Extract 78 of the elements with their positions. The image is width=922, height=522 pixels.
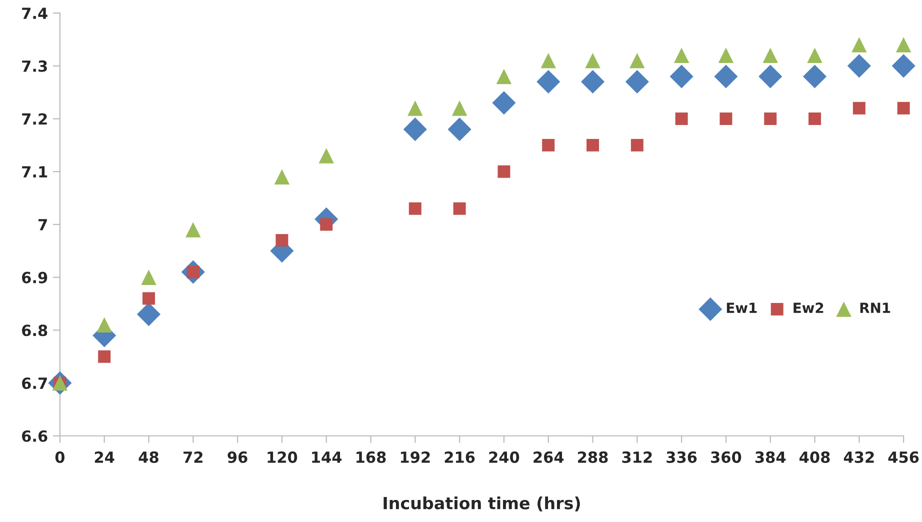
- point: [847, 54, 871, 78]
- y-tick-label: 6.6: [22, 430, 48, 442]
- point: [452, 100, 468, 116]
- point: [542, 138, 555, 152]
- point: [274, 169, 290, 185]
- point: [448, 118, 472, 142]
- x-tick-label: 144: [312, 452, 342, 463]
- point: [807, 48, 822, 63]
- point: [718, 48, 734, 63]
- y-tick-label: 7.2: [22, 113, 47, 125]
- x-tick-label: 432: [844, 451, 874, 463]
- point: [762, 48, 778, 63]
- point: [453, 202, 466, 215]
- point: [808, 112, 822, 126]
- x-tick-label: 288: [578, 451, 608, 463]
- x-tick-label: 408: [800, 451, 830, 463]
- legend-label: RN1: [860, 302, 890, 313]
- point: [403, 118, 427, 142]
- x-tick-label: 96: [228, 451, 248, 463]
- x-tick-label: 72: [184, 451, 202, 463]
- legend-label: Ew1: [726, 302, 757, 313]
- point: [586, 138, 599, 152]
- point: [408, 202, 422, 215]
- x-tick-label: 384: [755, 451, 786, 463]
- x-axis-title: Incubation time (hrs): [384, 496, 580, 512]
- point: [496, 68, 512, 84]
- x-tick-label: 24: [94, 451, 114, 463]
- y-tick-label: 7.3: [22, 60, 47, 72]
- point: [498, 165, 510, 178]
- point: [96, 317, 112, 333]
- point: [408, 100, 423, 116]
- point: [675, 112, 688, 126]
- x-tick-label: 192: [400, 451, 430, 463]
- point: [318, 148, 334, 164]
- point: [897, 102, 910, 114]
- y-tick-label: 7.4: [22, 8, 48, 19]
- x-tick-label: 360: [711, 451, 742, 463]
- point: [720, 112, 732, 126]
- point: [852, 102, 866, 114]
- x-tick-label: 312: [622, 451, 652, 463]
- x-tick-label: 0: [55, 451, 65, 463]
- point: [536, 70, 560, 94]
- point: [540, 52, 556, 68]
- point: [892, 54, 916, 78]
- point: [142, 292, 155, 305]
- point: [630, 52, 645, 68]
- point: [585, 52, 600, 68]
- point: [764, 112, 777, 126]
- x-tick-label: 168: [356, 451, 386, 463]
- point: [714, 64, 738, 88]
- point: [670, 64, 694, 88]
- point: [852, 37, 867, 52]
- point: [276, 234, 288, 247]
- x-tick-label: 336: [666, 451, 697, 463]
- x-tick-label: 456: [888, 451, 919, 463]
- point: [141, 270, 156, 285]
- point: [758, 64, 782, 88]
- point: [185, 222, 201, 238]
- x-tick-label: 120: [268, 451, 298, 463]
- y-tick-label: 7: [38, 219, 47, 230]
- point: [630, 138, 644, 152]
- x-tick-label: 240: [489, 451, 520, 463]
- y-tick-label: 7.1: [22, 166, 48, 178]
- x-tick-label: 48: [138, 451, 158, 463]
- point: [492, 91, 516, 115]
- y-tick-label: 6.8: [22, 324, 48, 336]
- x-tick-label: 216: [444, 451, 475, 463]
- point: [625, 70, 649, 94]
- point: [896, 37, 912, 52]
- point: [580, 70, 605, 94]
- y-tick-label: 6.9: [22, 272, 48, 284]
- point: [802, 64, 827, 88]
- y-tick-label: 6.7: [22, 377, 47, 390]
- point: [98, 350, 111, 363]
- point: [674, 48, 690, 63]
- x-tick-label: 264: [534, 451, 564, 463]
- legend-label: Ew2: [794, 302, 824, 313]
- point: [136, 302, 161, 326]
